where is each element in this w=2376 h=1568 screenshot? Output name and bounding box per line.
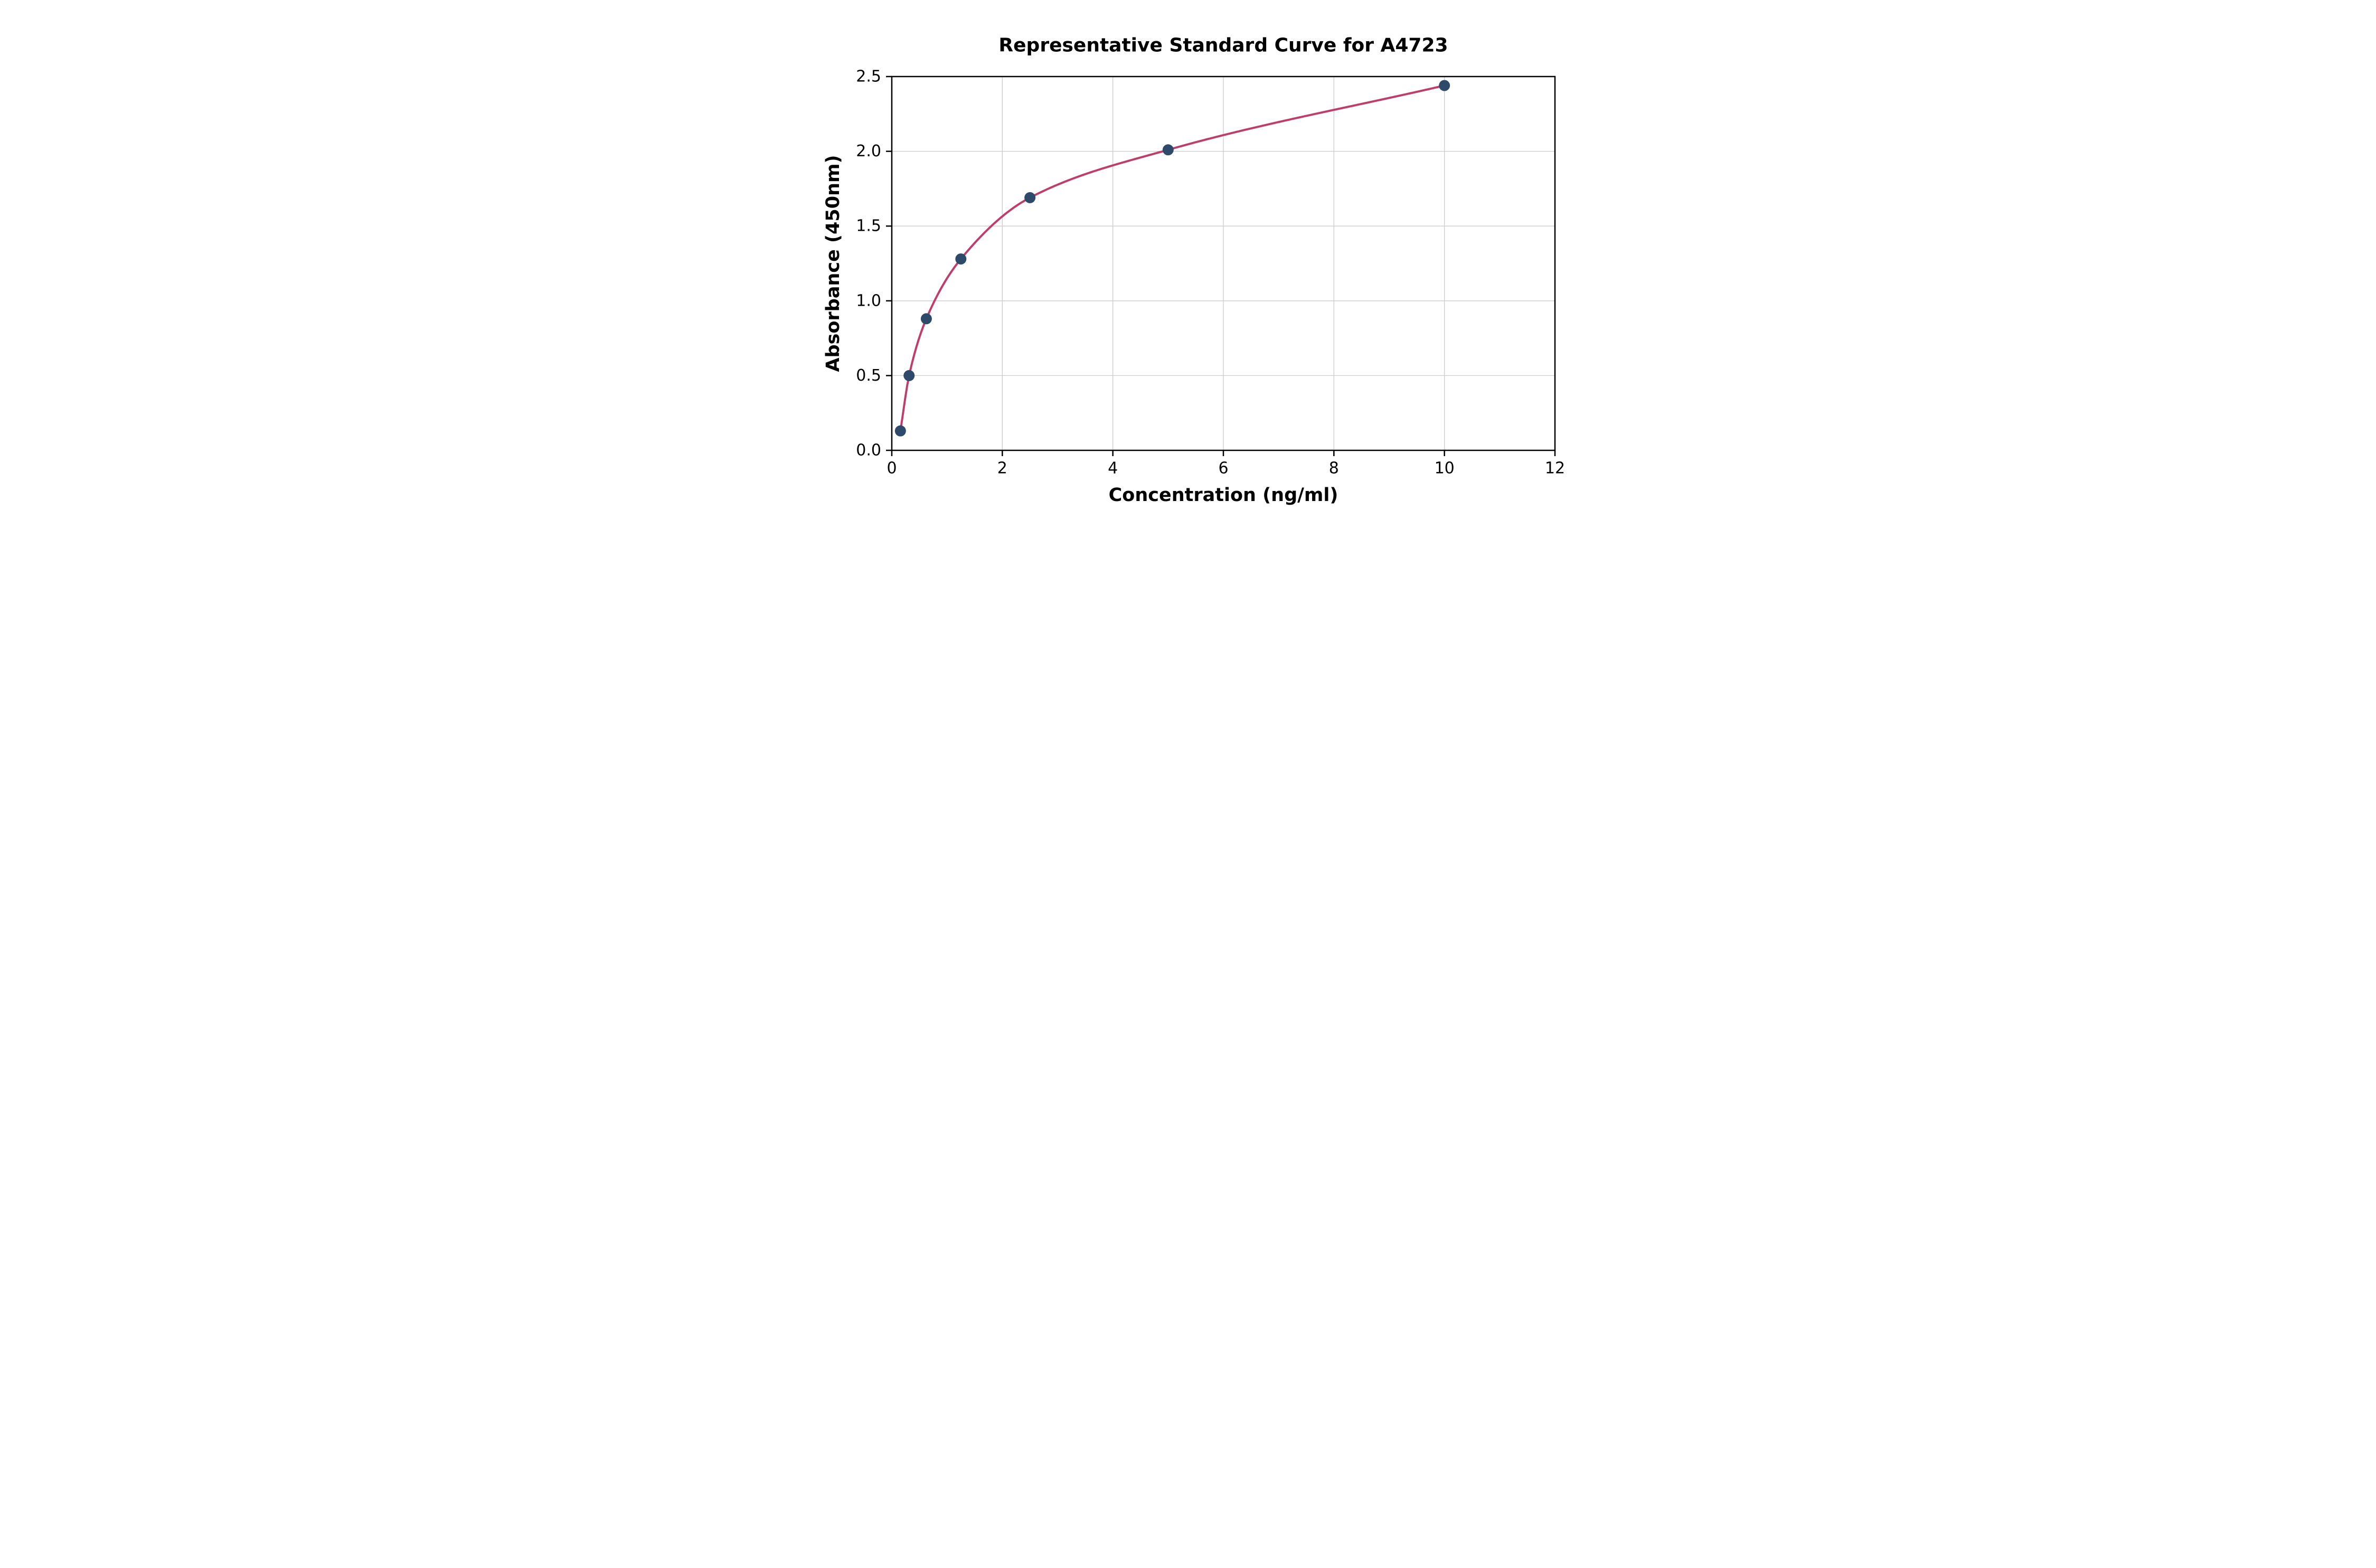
data-point — [920, 313, 932, 325]
chart-title: Representative Standard Curve for A4723 — [998, 34, 1448, 56]
x-axis-label: Concentration (ng/ml) — [1108, 485, 1338, 506]
x-tick-label: 4 — [1108, 459, 1118, 478]
y-tick-label: 2.0 — [856, 142, 881, 160]
y-tick-label: 1.0 — [856, 291, 881, 310]
data-point — [955, 253, 967, 265]
data-point — [1439, 80, 1450, 91]
x-tick-label: 12 — [1545, 459, 1565, 478]
standard-curve-plot: 0 2 4 6 8 10 12 0.0 0.5 1.0 1.5 2.0 2.5 — [856, 68, 1565, 478]
y-tick-label: 2.5 — [856, 68, 881, 86]
y-tick-label: 1.5 — [856, 217, 881, 235]
x-tick-label: 6 — [1218, 459, 1228, 478]
standard-curve-figure: Representative Standard Curve for A4723 … — [792, 0, 1584, 523]
data-point — [1024, 192, 1036, 203]
y-tick-label: 0.5 — [856, 366, 881, 385]
x-tick-label: 10 — [1435, 459, 1455, 478]
data-point — [903, 370, 915, 381]
x-tick-label: 0 — [887, 459, 897, 478]
y-tick-label: 0.0 — [856, 441, 881, 460]
x-tick-label: 8 — [1329, 459, 1339, 478]
x-tick-label: 2 — [997, 459, 1007, 478]
data-point — [1162, 144, 1174, 156]
data-point — [894, 425, 906, 437]
